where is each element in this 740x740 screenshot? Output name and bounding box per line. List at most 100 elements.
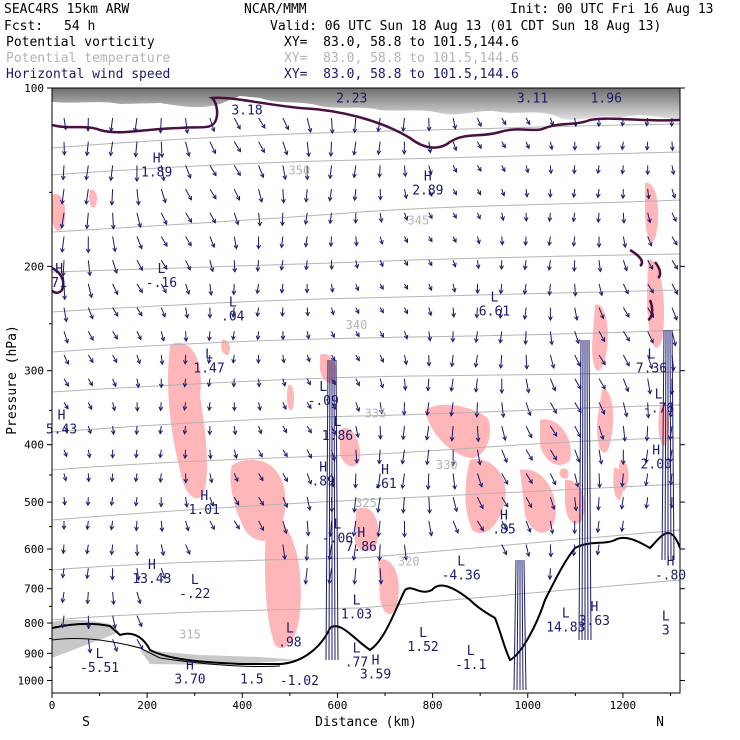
wind-arrow [258,496,264,506]
wind-arrow [87,283,93,298]
y-tick-label: 1000 [18,674,45,687]
wind-arrowhead [85,127,91,132]
wind-arrowhead [183,337,189,343]
wind-arrow [574,307,578,321]
wind-arrowhead [425,386,431,392]
init-time: Init: 00 UTC Fri 16 Aug 13 [510,2,714,17]
wind-arrow [476,307,478,318]
wind-arrowhead [428,286,433,292]
wind-arrowhead [108,176,114,182]
wind-arrow [258,165,264,178]
wind-arrowhead [159,527,165,533]
extremum-kind: H [186,659,194,674]
wind-arrowhead [112,624,117,630]
wind-arrowhead [84,175,90,181]
wind-arrow [647,354,653,369]
wind-arrowhead [85,599,91,605]
wind-arrowhead [623,412,629,418]
wind-arrow [501,425,506,441]
wind-arrow [452,260,456,267]
y-tick-label: 900 [24,647,44,660]
wind-arrowhead [401,411,407,416]
wind-arrow [208,378,211,387]
wind-arrow [306,449,312,459]
wind-arrow [597,497,600,510]
wind-arrowhead [379,240,384,246]
wind-arrow [450,402,454,416]
wind-arrow [136,212,141,228]
wind-arrow [159,425,162,434]
wind-arrow [281,283,284,293]
wind-arrow [525,189,528,197]
extremum-value: 3.63 [579,614,610,629]
wind-arrowhead [549,529,555,535]
theta-contour-label: 325 [355,496,377,510]
wind-arrow [622,307,630,318]
wind-arrowhead [163,242,168,248]
wind-arrow [549,165,552,174]
wind-arrow [136,259,143,271]
y-tick-label: 800 [24,617,44,630]
wind-arrowhead [160,336,166,342]
theta-labels: 350 345 340 335 330 325 320 315 [179,164,458,642]
wind-arrow [621,473,624,487]
extremum-value: -.16 [146,276,177,291]
wind-arrow [305,189,308,202]
wind-arrowhead [280,312,285,318]
wind-arrowhead [476,190,482,196]
wind-arrow [377,141,381,155]
wind-arrow [257,331,260,340]
wind-arrowhead [259,526,265,532]
wind-arrowhead [644,481,649,487]
wind-arrowhead [573,122,578,128]
wind-arrow [647,212,651,223]
wind-arrowhead [114,312,119,318]
wind-arrow [258,117,266,129]
wind-arrowhead [644,436,650,442]
wind-vectors [59,117,679,691]
wind-arrow [574,378,582,389]
wind-arrowhead [85,501,91,507]
wind-arrowhead [574,482,580,488]
wind-arrowhead [355,407,361,413]
extremum-kind: H [200,489,208,504]
wind-arrow [403,354,407,365]
wind-arrowhead [649,288,654,294]
wind-arrowhead [525,388,531,394]
wind-arrowhead [625,361,630,367]
wind-arrow [475,354,478,367]
wind-arrowhead [231,335,236,341]
wind-arrowhead [474,313,480,319]
x-tick-label: 600 [328,699,348,712]
wind-arrowhead [328,242,334,248]
wind-arrowhead [305,311,310,317]
wind-arrow [136,639,144,650]
wind-arrow [355,307,360,314]
wind-arrow [354,117,357,133]
wind-arrow [621,141,624,150]
wind-arrowhead [108,127,114,133]
wind-arrow [597,520,600,533]
wind-arrowhead [552,480,557,486]
wind-arrow [428,212,433,219]
wind-arrow [501,544,507,555]
wind-arrow [476,236,480,244]
wind-arrowhead [649,338,654,344]
wind-arrow [233,378,235,387]
wind-arrow [61,591,65,603]
wind-arrowhead [547,193,553,199]
wind-arrow [185,307,188,318]
wind-arrowhead [207,336,212,342]
wind-arrow [598,378,606,390]
wind-arrowhead [403,555,409,561]
wind-arrow [451,354,454,367]
wind-arrow [209,212,216,223]
extremum-kind: H [148,558,156,573]
wind-arrowhead [60,623,66,629]
wind-arrowhead [182,429,188,435]
wind-arrowhead [595,193,601,199]
wind-arrowhead [208,291,214,296]
wind-arrow [208,402,211,411]
wind-arrowhead [523,217,529,222]
wind-arrowhead [596,169,601,175]
